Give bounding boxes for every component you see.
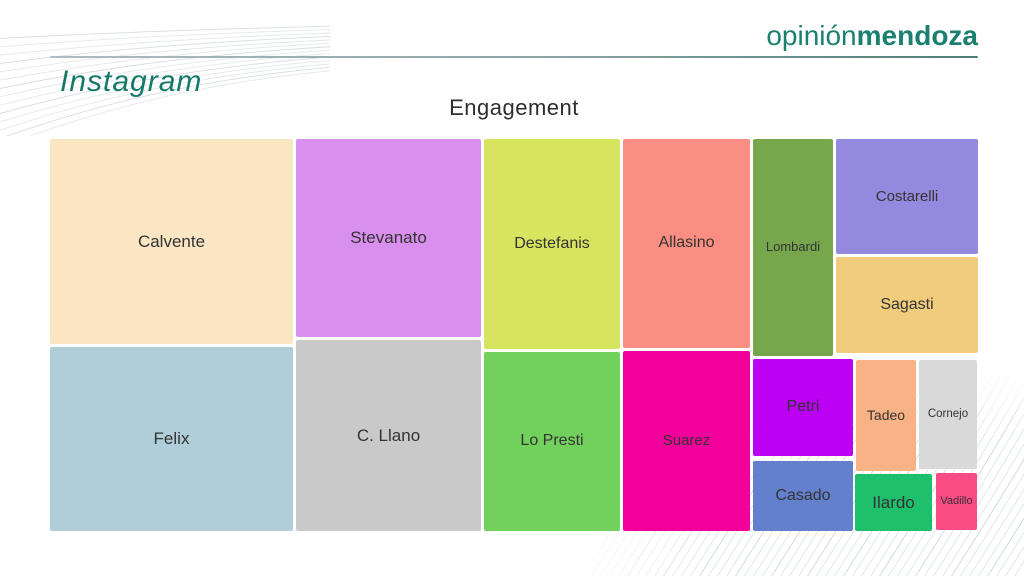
section-title: Instagram <box>60 65 203 98</box>
brand-logo: opiniónmendoza <box>766 22 978 50</box>
treemap-cell-stevanato[interactable]: Stevanato <box>296 139 481 337</box>
treemap-cell-petri[interactable]: Petri <box>753 359 853 456</box>
treemap-cell-allasino[interactable]: Allasino <box>623 139 750 348</box>
treemap-cell-tadeo[interactable]: Tadeo <box>856 360 916 471</box>
treemap-cell-c-llano[interactable]: C. Llano <box>296 340 481 531</box>
treemap-cell-destefanis[interactable]: Destefanis <box>484 139 620 349</box>
header-divider <box>50 56 978 58</box>
treemap-cell-casado[interactable]: Casado <box>753 461 853 531</box>
brand-logo-bold: mendoza <box>856 20 978 51</box>
brand-logo-regular: opinión <box>766 20 857 51</box>
treemap-cell-vadillo[interactable]: Vadillo <box>936 473 977 530</box>
treemap-cell-cornejo[interactable]: Cornejo <box>919 360 977 469</box>
treemap-cell-ilardo[interactable]: Ilardo <box>855 474 932 531</box>
treemap: Calvente Stevanato Destefanis Allasino Lomba… <box>50 139 978 532</box>
treemap-cell-suarez[interactable]: Suarez <box>623 351 750 531</box>
chart-title: Engagement <box>449 95 579 120</box>
treemap-cell-calvente[interactable]: Calvente <box>50 139 293 344</box>
treemap-cell-lo-presti[interactable]: Lo Presti <box>484 352 620 531</box>
treemap-cell-felix[interactable]: Felix <box>50 347 293 531</box>
treemap-cell-costarelli[interactable]: Costarelli <box>836 139 978 254</box>
treemap-cell-sagasti[interactable]: Sagasti <box>836 257 978 353</box>
treemap-cell-lombardi[interactable]: Lombardi <box>753 139 833 356</box>
